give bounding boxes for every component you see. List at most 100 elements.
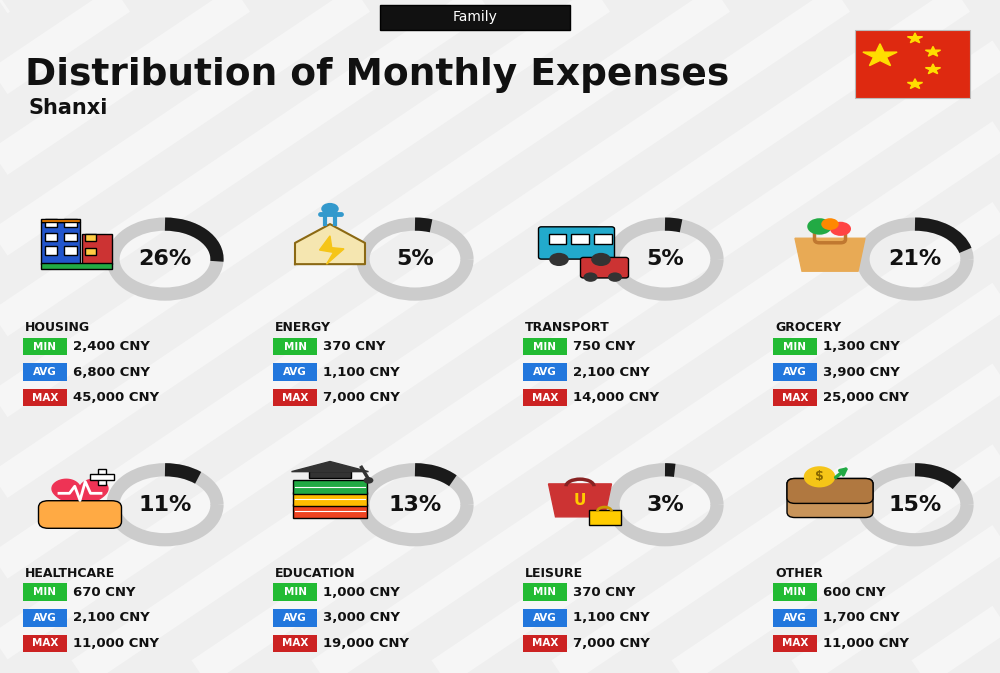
- Text: MAX: MAX: [32, 393, 58, 402]
- FancyBboxPatch shape: [45, 233, 57, 241]
- Circle shape: [804, 466, 835, 487]
- Text: 1,000 CNY: 1,000 CNY: [323, 586, 400, 599]
- FancyBboxPatch shape: [787, 479, 873, 518]
- FancyBboxPatch shape: [98, 468, 106, 485]
- FancyBboxPatch shape: [523, 583, 567, 601]
- FancyBboxPatch shape: [773, 363, 817, 381]
- FancyBboxPatch shape: [23, 609, 67, 627]
- FancyBboxPatch shape: [293, 480, 367, 494]
- FancyBboxPatch shape: [23, 338, 67, 355]
- Text: HOUSING: HOUSING: [25, 321, 90, 334]
- Text: 19,000 CNY: 19,000 CNY: [323, 637, 409, 650]
- Text: MIN: MIN: [534, 342, 556, 351]
- Text: MAX: MAX: [532, 393, 558, 402]
- Polygon shape: [320, 236, 344, 264]
- Text: MAX: MAX: [782, 393, 808, 402]
- Text: 370 CNY: 370 CNY: [573, 586, 636, 599]
- FancyBboxPatch shape: [41, 219, 80, 222]
- Text: 25,000 CNY: 25,000 CNY: [823, 391, 909, 404]
- Text: 750 CNY: 750 CNY: [573, 340, 635, 353]
- Text: MAX: MAX: [532, 639, 558, 648]
- FancyBboxPatch shape: [523, 363, 567, 381]
- Text: ENERGY: ENERGY: [275, 321, 331, 334]
- Text: 26%: 26%: [138, 249, 192, 269]
- FancyBboxPatch shape: [773, 338, 817, 355]
- FancyBboxPatch shape: [41, 221, 80, 264]
- Text: MIN: MIN: [784, 342, 806, 351]
- FancyBboxPatch shape: [773, 389, 817, 406]
- Text: 370 CNY: 370 CNY: [323, 340, 386, 353]
- FancyBboxPatch shape: [309, 471, 351, 478]
- Text: MAX: MAX: [282, 393, 308, 402]
- Text: 13%: 13%: [388, 495, 442, 515]
- FancyBboxPatch shape: [273, 389, 317, 406]
- FancyBboxPatch shape: [855, 30, 970, 98]
- Text: 5%: 5%: [396, 249, 434, 269]
- Text: MAX: MAX: [282, 639, 308, 648]
- Circle shape: [807, 218, 832, 235]
- Text: MAX: MAX: [782, 639, 808, 648]
- Text: TRANSPORT: TRANSPORT: [525, 321, 610, 334]
- FancyBboxPatch shape: [523, 389, 567, 406]
- Polygon shape: [925, 64, 941, 73]
- Text: EDUCATION: EDUCATION: [275, 567, 356, 579]
- Text: 2,400 CNY: 2,400 CNY: [73, 340, 150, 353]
- Circle shape: [591, 253, 611, 266]
- FancyBboxPatch shape: [523, 609, 567, 627]
- FancyBboxPatch shape: [64, 233, 76, 241]
- Circle shape: [608, 273, 622, 282]
- Circle shape: [549, 253, 569, 266]
- Text: MIN: MIN: [284, 342, 307, 351]
- FancyBboxPatch shape: [539, 227, 614, 259]
- Text: 11,000 CNY: 11,000 CNY: [73, 637, 159, 650]
- Text: Family: Family: [453, 11, 497, 24]
- Text: 45,000 CNY: 45,000 CNY: [73, 391, 159, 404]
- Text: AVG: AVG: [283, 367, 307, 377]
- FancyBboxPatch shape: [64, 246, 76, 254]
- FancyBboxPatch shape: [273, 338, 317, 355]
- Text: AVG: AVG: [33, 613, 57, 623]
- Polygon shape: [795, 238, 865, 271]
- Polygon shape: [907, 33, 923, 42]
- Text: 11%: 11%: [138, 495, 192, 515]
- Text: AVG: AVG: [533, 613, 557, 623]
- Polygon shape: [925, 46, 941, 56]
- Text: 6,800 CNY: 6,800 CNY: [73, 365, 150, 379]
- FancyBboxPatch shape: [273, 609, 317, 627]
- Text: MIN: MIN: [534, 588, 556, 597]
- FancyBboxPatch shape: [90, 474, 114, 481]
- Text: 15%: 15%: [888, 495, 942, 515]
- Text: 600 CNY: 600 CNY: [823, 586, 886, 599]
- Text: 7,000 CNY: 7,000 CNY: [573, 637, 650, 650]
- FancyBboxPatch shape: [82, 234, 112, 264]
- FancyBboxPatch shape: [41, 263, 112, 269]
- Polygon shape: [549, 484, 612, 517]
- FancyBboxPatch shape: [523, 338, 567, 355]
- FancyBboxPatch shape: [273, 635, 317, 652]
- FancyBboxPatch shape: [594, 234, 612, 244]
- FancyBboxPatch shape: [273, 583, 317, 601]
- Circle shape: [321, 203, 339, 215]
- FancyBboxPatch shape: [45, 219, 57, 227]
- Text: MIN: MIN: [784, 588, 806, 597]
- FancyBboxPatch shape: [293, 504, 367, 518]
- FancyBboxPatch shape: [38, 501, 122, 528]
- FancyBboxPatch shape: [523, 635, 567, 652]
- Polygon shape: [295, 224, 365, 264]
- FancyBboxPatch shape: [64, 219, 76, 227]
- Text: 14,000 CNY: 14,000 CNY: [573, 391, 659, 404]
- Text: Distribution of Monthly Expenses: Distribution of Monthly Expenses: [25, 57, 729, 93]
- Text: AVG: AVG: [783, 613, 807, 623]
- FancyBboxPatch shape: [380, 5, 570, 30]
- Text: OTHER: OTHER: [775, 567, 823, 579]
- FancyBboxPatch shape: [571, 234, 589, 244]
- Text: 2,100 CNY: 2,100 CNY: [573, 365, 650, 379]
- Text: 3%: 3%: [646, 495, 684, 515]
- FancyBboxPatch shape: [787, 479, 873, 503]
- Text: AVG: AVG: [33, 367, 57, 377]
- FancyBboxPatch shape: [273, 363, 317, 381]
- Text: 7,000 CNY: 7,000 CNY: [323, 391, 400, 404]
- Text: 11,000 CNY: 11,000 CNY: [823, 637, 909, 650]
- Text: Shanxi: Shanxi: [28, 98, 107, 118]
- Text: GROCERY: GROCERY: [775, 321, 841, 334]
